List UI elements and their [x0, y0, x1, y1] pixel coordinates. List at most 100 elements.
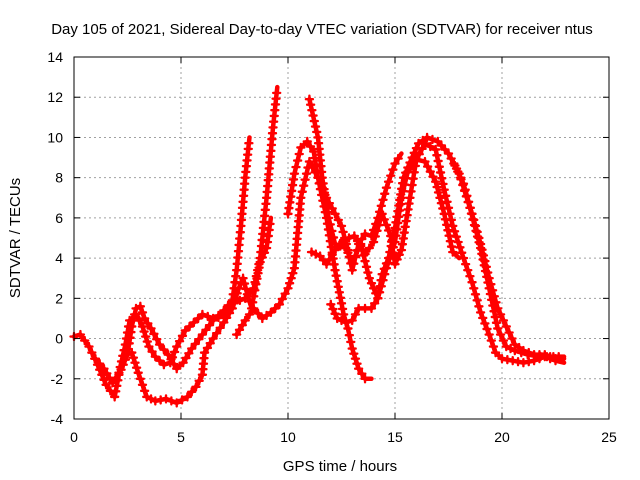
data-point [472, 295, 482, 306]
data-point [352, 236, 363, 246]
data-point [465, 271, 475, 281]
data-point [443, 225, 453, 235]
data-point [472, 227, 482, 237]
data-point [309, 116, 319, 126]
data-point [343, 323, 353, 334]
data-point [296, 142, 306, 153]
data-point [361, 262, 372, 272]
data-point [101, 380, 111, 390]
data-point [518, 345, 529, 356]
data-point [360, 229, 370, 239]
data-point [480, 318, 490, 329]
y-tick-label: 8 [55, 170, 63, 186]
data-point [434, 162, 445, 172]
data-point [334, 240, 345, 250]
data-point [390, 158, 400, 169]
data-point [364, 273, 375, 283]
data-point [304, 156, 315, 167]
data-point [475, 307, 486, 318]
data-point [414, 149, 424, 159]
data-point [425, 141, 436, 152]
data-point [377, 269, 387, 279]
data-point [184, 348, 194, 359]
data-point [484, 329, 494, 340]
data-point [455, 172, 466, 183]
data-point [180, 325, 190, 336]
data-point [137, 321, 148, 332]
data-point [288, 268, 298, 278]
data-point [409, 148, 419, 158]
data-point [444, 231, 454, 241]
data-point [475, 239, 486, 249]
y-tick-label: 0 [55, 331, 63, 347]
data-point [99, 375, 109, 385]
data-point [489, 291, 499, 302]
data-point [401, 167, 411, 178]
data-point [90, 353, 101, 364]
data-point [115, 362, 125, 372]
data-point [208, 333, 218, 344]
data-point [349, 348, 359, 359]
data-point [420, 156, 430, 167]
series-trace-2 [90, 84, 282, 388]
data-point [270, 303, 280, 314]
data-point [167, 352, 178, 363]
data-point [428, 171, 438, 182]
data-point [504, 327, 514, 338]
data-point [345, 252, 355, 263]
data-point [445, 209, 455, 219]
data-point [436, 140, 447, 151]
data-point [439, 185, 449, 195]
data-point [221, 313, 232, 323]
data-point [324, 254, 335, 265]
data-point [435, 193, 445, 203]
data-point [442, 197, 452, 207]
data-point [344, 330, 355, 340]
data-point [249, 303, 259, 314]
data-point [341, 243, 351, 253]
data-point [297, 187, 307, 197]
data-point [172, 398, 182, 408]
data-point [205, 338, 215, 348]
data-point [166, 396, 177, 406]
data-point [480, 256, 490, 266]
data-point [197, 309, 208, 320]
data-point [99, 364, 109, 374]
grid-lines [74, 57, 609, 419]
data-point [383, 225, 394, 236]
data-point [135, 374, 146, 384]
data-point [360, 249, 370, 259]
data-point [357, 369, 367, 379]
data-point [490, 312, 500, 322]
data-point [445, 236, 456, 246]
data-point [274, 299, 285, 310]
data-point [139, 313, 150, 324]
plot-frame [73, 56, 610, 420]
data-point [347, 265, 357, 275]
x-tick-label: 10 [280, 429, 296, 445]
data-point [386, 170, 396, 181]
data-point [432, 182, 442, 192]
data-point [244, 138, 254, 148]
data-point [481, 262, 492, 272]
data-point [381, 183, 392, 193]
data-point [150, 351, 161, 362]
x-tick-label: 15 [387, 429, 403, 445]
data-point [422, 161, 433, 172]
data-point [327, 203, 337, 214]
data-point [550, 353, 561, 364]
data-point [381, 258, 392, 269]
data-point [134, 315, 144, 326]
data-point [301, 168, 312, 179]
data-point [377, 209, 387, 219]
data-point [330, 309, 340, 319]
data-point [202, 343, 213, 353]
x-tick-label: 25 [601, 429, 617, 445]
data-point [169, 347, 180, 357]
data-point [425, 166, 436, 177]
data-point [300, 174, 310, 185]
data-point [430, 144, 441, 155]
data-point [291, 162, 301, 172]
data-point [430, 176, 441, 187]
data-point [146, 323, 156, 334]
